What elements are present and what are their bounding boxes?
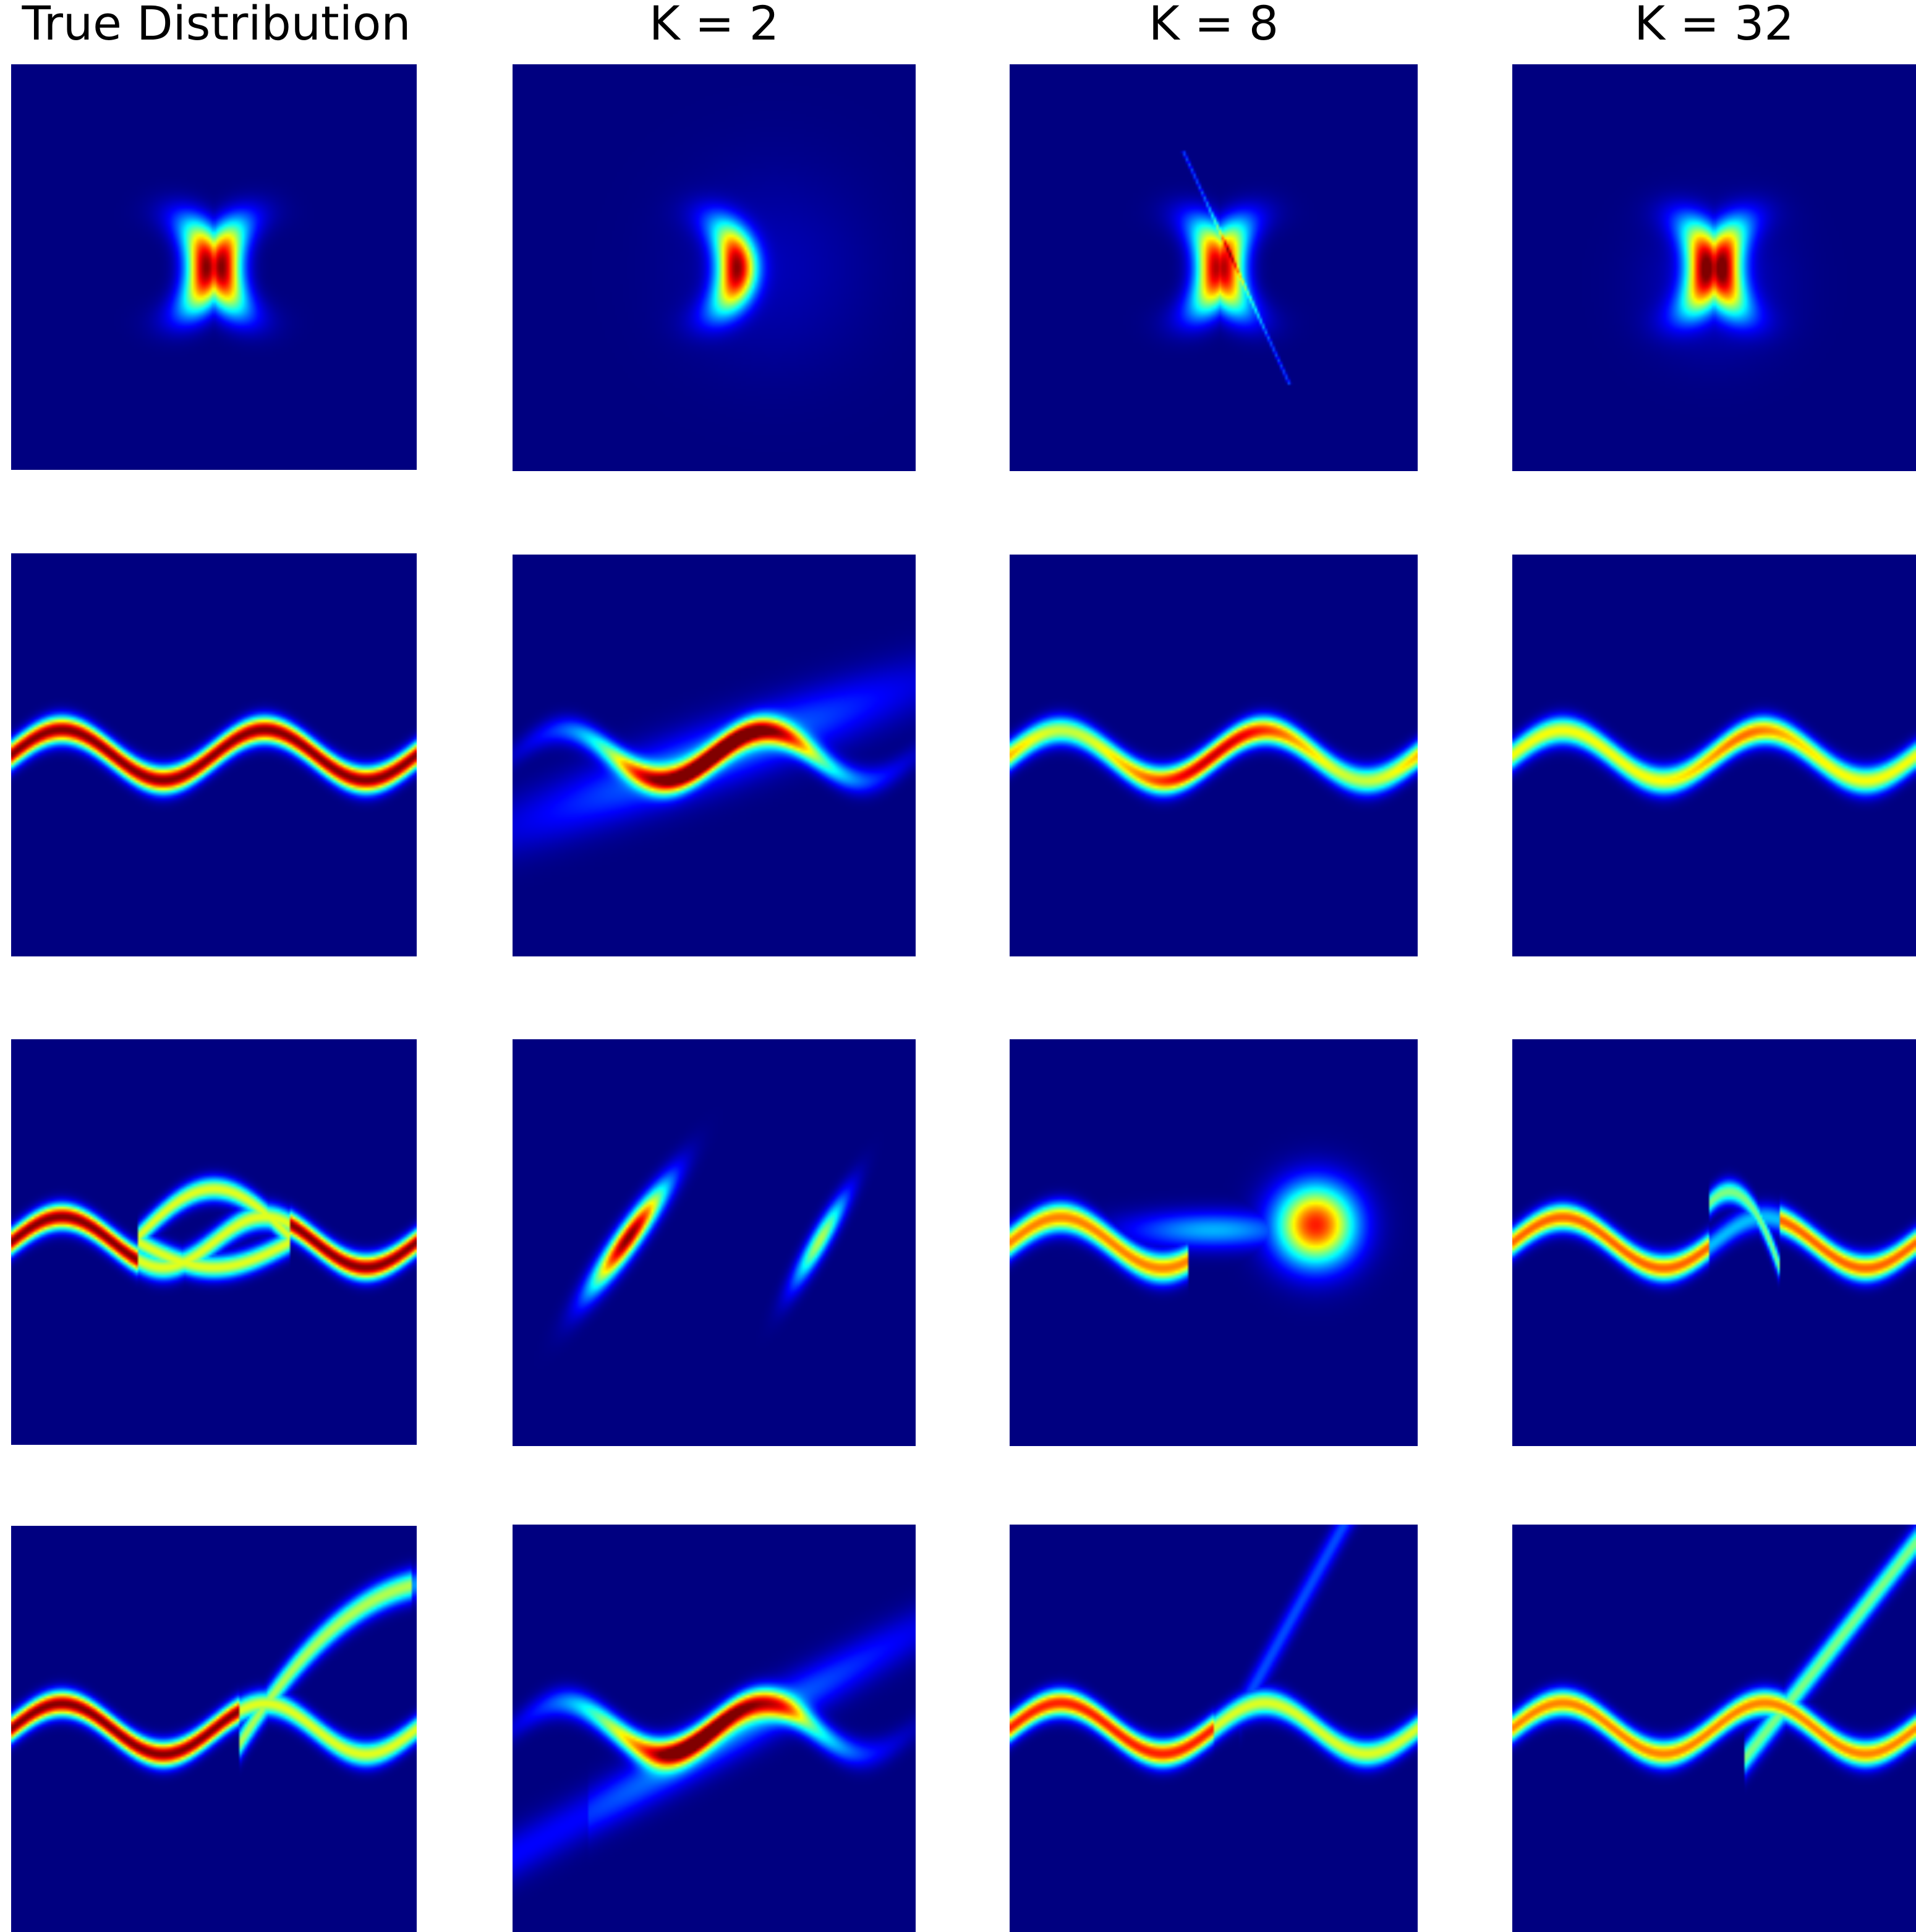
heatmap-moons-k8 [1010, 64, 1418, 471]
heatmap-sine-branch-k8 [1010, 1525, 1418, 1932]
column-title-k2: K = 2 [649, 0, 780, 51]
heatmap-sine-k2 [513, 555, 916, 956]
column-title-true: True Distribution [22, 0, 411, 51]
heatmap-sine-branch-k32 [1512, 1525, 1916, 1932]
heatmap-sine-branch-k2 [513, 1525, 916, 1932]
heatmap-sine-split-k2 [513, 1039, 916, 1446]
heatmap-sine-true [11, 553, 417, 956]
heatmap-sine-k32 [1512, 555, 1916, 956]
column-title-k32: K = 32 [1634, 0, 1794, 51]
heatmap-sine-branch-true [11, 1526, 417, 1932]
heatmap-sine-k8 [1010, 555, 1418, 956]
column-title-k8: K = 8 [1148, 0, 1279, 51]
heatmap-moons-k2 [513, 64, 916, 471]
heatmap-sine-split-true [11, 1039, 417, 1445]
heatmap-moons-true [11, 64, 417, 470]
heatmap-moons-k32 [1512, 64, 1916, 471]
heatmap-sine-split-k8 [1010, 1039, 1418, 1446]
heatmap-sine-split-k32 [1512, 1039, 1916, 1446]
